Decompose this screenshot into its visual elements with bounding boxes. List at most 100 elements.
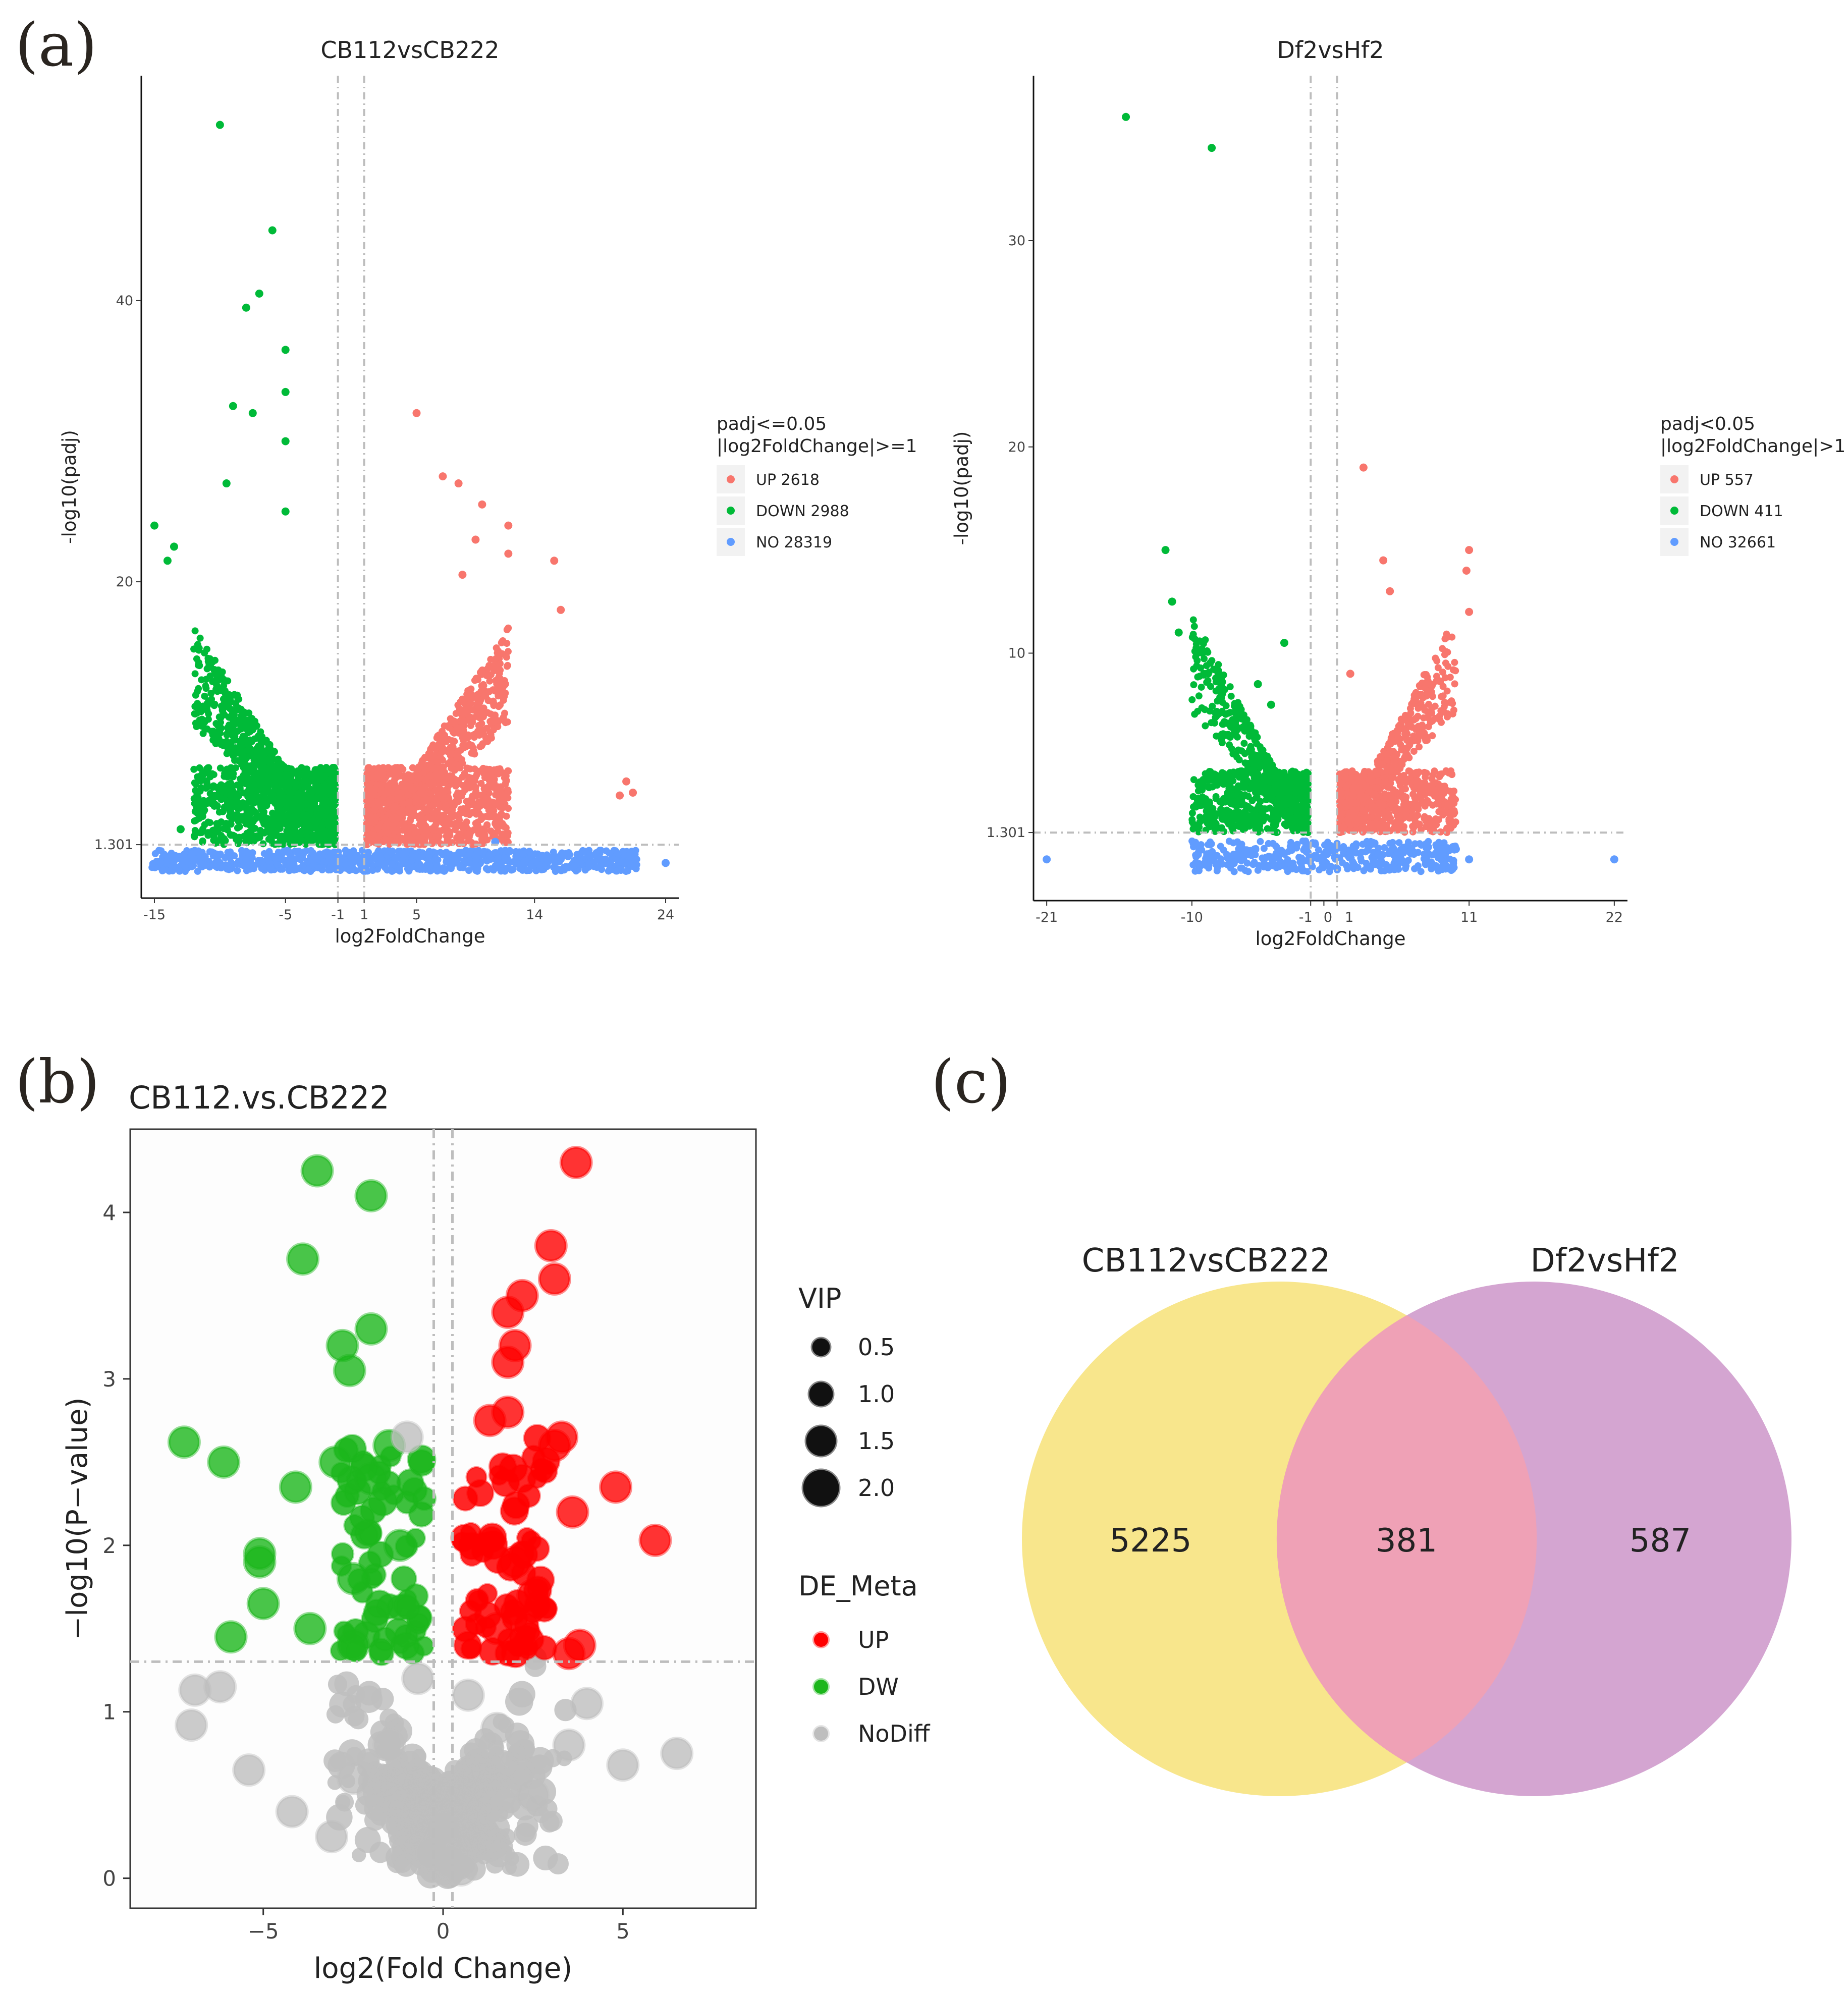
- point-no: [1406, 848, 1414, 856]
- point-no: [195, 847, 202, 855]
- point-up: [488, 711, 496, 719]
- point-up: [454, 821, 461, 828]
- point-no: [1224, 861, 1231, 868]
- point-no: [632, 847, 639, 854]
- point-up: [459, 742, 467, 749]
- point-no: [514, 860, 521, 867]
- point-no: [440, 864, 447, 872]
- point-up: [422, 822, 429, 830]
- point-no: [494, 854, 502, 861]
- point-up: [382, 836, 390, 844]
- point-no: [325, 866, 333, 874]
- point-down: [293, 807, 301, 815]
- point-no: [425, 848, 433, 855]
- y-tick-label: 20: [116, 574, 133, 590]
- point-no: [240, 862, 247, 869]
- point-up: [505, 805, 512, 812]
- point-down: [227, 799, 234, 807]
- point-down: [232, 764, 239, 771]
- point-down: [211, 826, 219, 834]
- point-up: [492, 677, 500, 684]
- point-no: [480, 848, 488, 855]
- point-no: [452, 852, 460, 860]
- x-tick-label: 1: [360, 907, 368, 923]
- point-down: [163, 557, 172, 565]
- point-up: [495, 662, 502, 670]
- point-no: [227, 848, 234, 856]
- point-no: [1438, 866, 1446, 873]
- point-no: [538, 852, 546, 859]
- point-no: [1263, 853, 1271, 861]
- point-no: [565, 849, 573, 856]
- point-down: [196, 634, 204, 642]
- volcano-plot-cb112-vs-cb222: CB112vsCB222-15 -5 -1 1 5 14 241.3012040log2Fo…: [59, 36, 917, 947]
- point-up: [491, 766, 498, 773]
- point-no: [1206, 850, 1213, 857]
- point-no: [472, 856, 480, 863]
- point-down: [191, 710, 198, 717]
- point-down: [219, 707, 227, 715]
- point-no: [346, 853, 354, 860]
- point-up: [439, 472, 447, 481]
- point-down: [248, 786, 255, 793]
- chart-title: Df2vsHf2: [1277, 36, 1384, 64]
- point-down: [191, 833, 198, 841]
- point-up: [499, 804, 506, 812]
- point-down: [215, 121, 224, 129]
- point-up: [471, 790, 479, 798]
- point-up: [455, 830, 463, 838]
- point-up: [487, 827, 495, 835]
- point-up: [430, 752, 438, 760]
- point-down: [224, 729, 232, 737]
- point-down: [203, 800, 210, 808]
- point-no: [445, 857, 452, 864]
- point-no: [1271, 853, 1279, 861]
- point-up: [391, 771, 398, 779]
- point-up: [455, 798, 462, 805]
- point-down: [191, 817, 198, 825]
- point-down: [259, 811, 266, 818]
- point-up: [471, 777, 478, 785]
- point-no: [327, 849, 334, 857]
- point-up: [364, 766, 372, 773]
- point-no: [1395, 839, 1403, 847]
- point-no: [1278, 847, 1285, 854]
- point-down: [218, 673, 225, 681]
- point-down: [249, 807, 257, 814]
- point-no: [381, 864, 389, 871]
- point-down: [302, 800, 309, 808]
- point-no: [180, 851, 188, 858]
- point-no: [507, 848, 514, 855]
- point-up: [622, 777, 631, 786]
- point-no: [1192, 851, 1200, 859]
- point-no: [614, 850, 621, 857]
- point-no: [524, 866, 531, 874]
- point-no: [458, 849, 466, 856]
- y-axis-label: -log10(padj): [59, 430, 80, 544]
- point-down: [236, 785, 244, 792]
- point-no: [581, 866, 589, 874]
- point-up: [425, 832, 432, 839]
- point-no: [1378, 867, 1385, 874]
- point-up: [485, 777, 493, 784]
- point-no: [289, 857, 296, 865]
- point-up: [428, 743, 436, 751]
- point-up: [394, 794, 401, 802]
- point-down: [257, 751, 265, 759]
- point-no: [208, 848, 215, 856]
- point-no: [1363, 859, 1370, 867]
- point-no: [619, 848, 627, 855]
- point-no: [1230, 860, 1238, 867]
- point-down: [194, 788, 202, 795]
- point-up: [447, 757, 455, 765]
- point-no: [1371, 839, 1379, 847]
- point-down: [223, 738, 231, 745]
- point-up: [424, 796, 432, 803]
- point-up: [412, 409, 421, 417]
- point-no: [1411, 865, 1419, 872]
- point-down: [226, 691, 233, 698]
- point-down: [306, 795, 314, 802]
- point-no: [325, 858, 333, 865]
- point-down: [251, 824, 259, 832]
- point-down: [231, 711, 238, 718]
